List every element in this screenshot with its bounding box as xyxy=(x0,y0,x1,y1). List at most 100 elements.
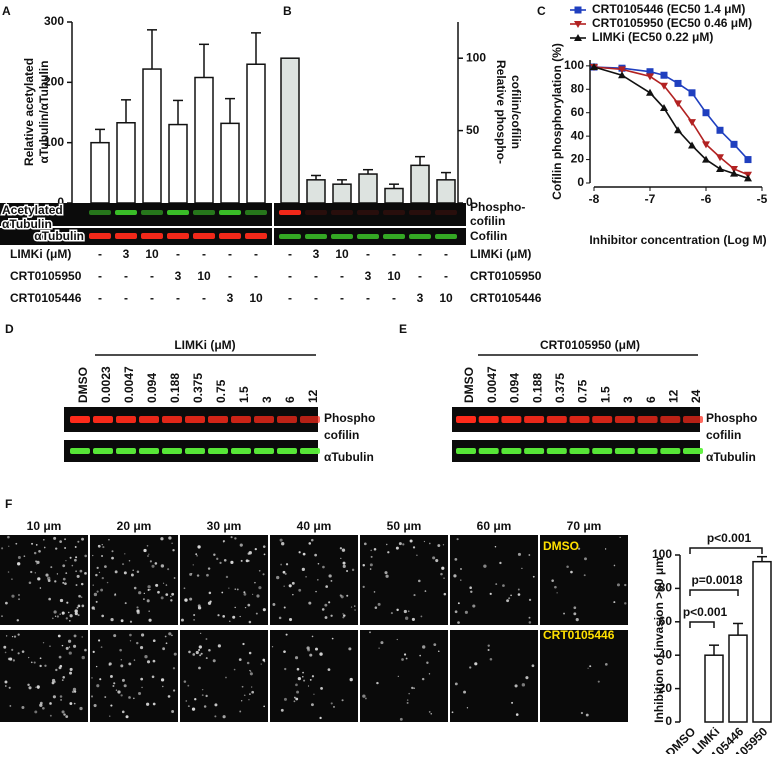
cell-speck xyxy=(63,713,66,716)
blot-band xyxy=(279,234,301,239)
cell-speck xyxy=(249,672,253,676)
treatment-cell: - xyxy=(340,269,344,283)
cell-speck xyxy=(96,684,100,688)
cell-speck xyxy=(411,617,415,621)
cell-speck xyxy=(225,676,227,679)
cell-speck xyxy=(409,539,413,543)
blot-band xyxy=(383,210,405,215)
cell-speck xyxy=(8,545,10,548)
cell-speck xyxy=(583,574,586,577)
bar xyxy=(194,76,214,204)
cell-speck xyxy=(143,598,145,600)
cell-speck xyxy=(243,592,247,596)
cell-speck xyxy=(342,613,344,615)
treatment-label: LIMKi (μM) xyxy=(10,247,71,261)
cell-speck xyxy=(165,584,168,586)
cell-speck xyxy=(308,542,312,545)
cell-speck xyxy=(110,704,113,707)
cell-speck xyxy=(613,601,616,604)
cell-speck xyxy=(310,703,314,707)
cell-speck xyxy=(295,697,299,701)
cell-speck xyxy=(128,662,132,666)
blot-band xyxy=(409,210,431,215)
cell-speck xyxy=(69,667,73,671)
cell-speck xyxy=(92,554,94,557)
treatment-cell: - xyxy=(254,247,258,261)
cell-speck xyxy=(483,564,487,568)
lane-label: 3 xyxy=(260,396,274,403)
cell-speck xyxy=(35,686,37,688)
cell-speck xyxy=(149,589,151,591)
blot-header: CRT0105950 (μM) xyxy=(540,338,640,352)
cell-speck xyxy=(328,601,331,604)
cell-speck xyxy=(111,550,114,553)
significance-label: p<0.001 xyxy=(683,605,728,619)
cell-speck xyxy=(121,710,125,714)
cell-speck xyxy=(111,556,114,560)
bar xyxy=(168,123,188,204)
cell-speck xyxy=(587,667,589,669)
cell-speck xyxy=(196,574,200,577)
cell-speck xyxy=(256,594,260,598)
point xyxy=(744,156,752,164)
cell-speck xyxy=(195,553,198,556)
cell-speck xyxy=(4,685,7,687)
cell-speck xyxy=(128,559,131,562)
depth-label: 40 μm xyxy=(297,519,332,533)
cell-speck xyxy=(71,690,75,694)
cell-speck xyxy=(216,557,219,560)
cell-speck xyxy=(35,543,38,546)
micrograph xyxy=(180,630,268,722)
cell-speck xyxy=(58,655,62,659)
lane-label: 12 xyxy=(666,389,680,403)
blot-label: cofilin xyxy=(470,214,505,228)
cell-speck xyxy=(199,632,202,635)
cell-speck xyxy=(168,632,172,636)
cell-speck xyxy=(11,594,15,598)
cell-speck xyxy=(5,601,8,605)
cell-speck xyxy=(470,590,473,594)
cell-speck xyxy=(454,682,458,686)
treatment-cell: 3 xyxy=(123,247,130,261)
blot-label: αTubulin xyxy=(324,450,374,464)
cell-speck xyxy=(74,609,78,613)
cell-speck xyxy=(435,558,439,563)
blot-band xyxy=(162,416,182,423)
cell-speck xyxy=(31,542,34,545)
blot-band xyxy=(167,233,189,239)
blot-band xyxy=(231,448,251,454)
cell-speck xyxy=(432,556,436,560)
cell-speck xyxy=(56,573,59,575)
cell-speck xyxy=(148,553,150,555)
blot-band xyxy=(254,416,274,423)
cell-speck xyxy=(297,677,302,681)
cell-speck xyxy=(124,602,127,605)
cell-speck xyxy=(457,602,460,605)
cell-speck xyxy=(160,564,165,568)
blot-band xyxy=(501,416,522,423)
blot-band xyxy=(208,416,228,423)
cell-speck xyxy=(165,642,168,645)
cell-speck xyxy=(419,654,421,657)
cell-speck xyxy=(93,592,98,597)
blot-label: cofilin xyxy=(324,428,359,442)
cell-speck xyxy=(283,650,286,654)
cell-speck xyxy=(412,546,416,549)
point xyxy=(716,154,724,162)
cell-speck xyxy=(160,596,164,600)
cell-speck xyxy=(487,644,490,647)
cell-speck xyxy=(17,562,21,566)
cell-speck xyxy=(47,576,51,581)
cell-speck xyxy=(342,616,345,619)
cell-speck xyxy=(13,635,17,638)
treatment-cell: - xyxy=(288,291,292,305)
cell-speck xyxy=(171,634,173,637)
cell-speck xyxy=(151,564,155,568)
blot-band xyxy=(185,448,205,454)
cell-speck xyxy=(172,549,175,552)
y-tick-label: 300 xyxy=(44,14,64,28)
cell-speck xyxy=(155,583,159,587)
cell-speck xyxy=(248,651,252,655)
cell-speck xyxy=(120,694,123,697)
